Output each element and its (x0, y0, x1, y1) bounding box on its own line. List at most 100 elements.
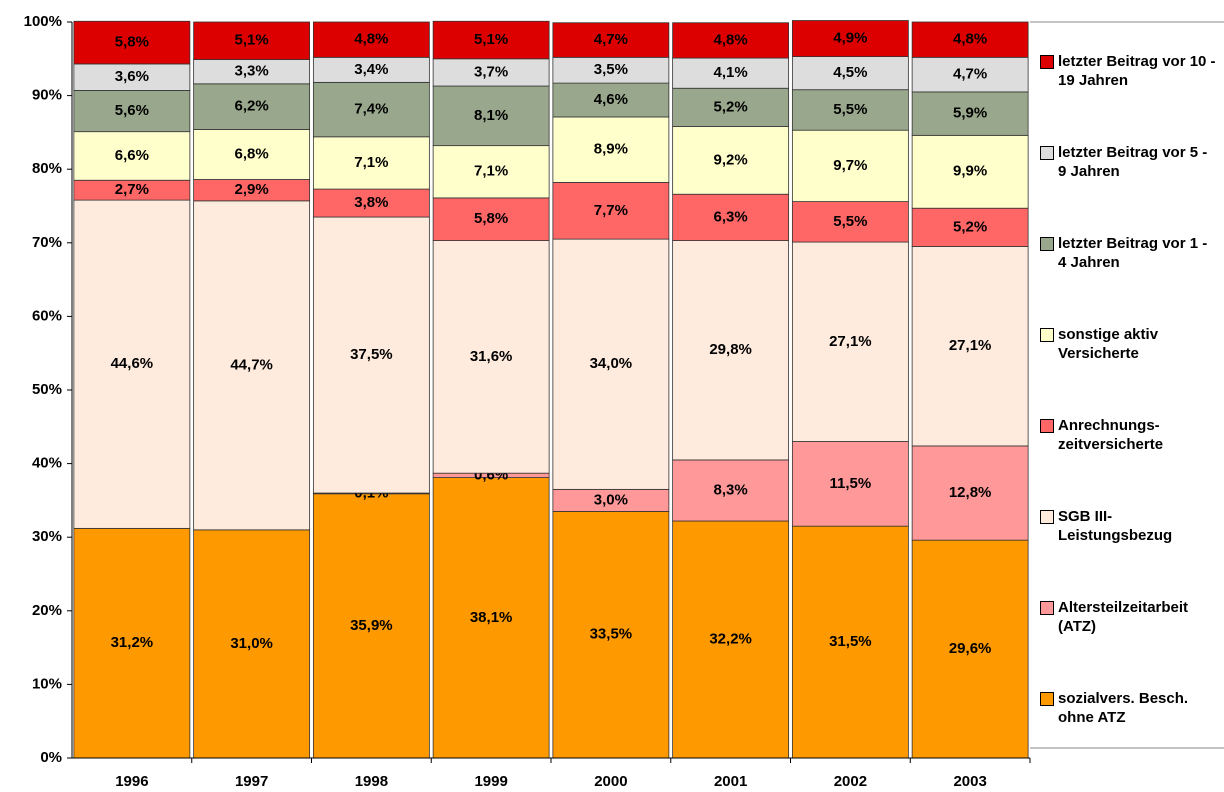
bar-segment (672, 87, 790, 127)
data-label: 4,7% (953, 66, 987, 83)
bar-segment (432, 85, 550, 147)
data-label: 4,9% (833, 30, 867, 47)
data-label: 38,1% (470, 609, 513, 626)
data-label: 2,9% (235, 181, 269, 198)
y-tick-label: 20% (32, 602, 62, 619)
data-label: 2,7% (115, 181, 149, 198)
legend-swatch (1040, 692, 1054, 706)
data-label: 5,9% (953, 105, 987, 122)
data-label: 31,0% (230, 635, 273, 652)
legend-label: Altersteilzeitarbeit (ATZ) (1058, 599, 1189, 635)
x-tick-label: 2001 (714, 773, 747, 790)
x-tick-label: 1999 (474, 773, 507, 790)
legend-swatch (1040, 55, 1054, 69)
legend-entry: SGB III-Leistungsbezug (1040, 507, 1224, 545)
data-label: 35,9% (350, 617, 393, 634)
data-label: 7,7% (594, 202, 628, 219)
bar-segment (73, 527, 191, 759)
data-label: 34,0% (590, 355, 633, 372)
legend-label: letzter Beitrag vor 5 - 9 Jahren (1058, 144, 1208, 180)
data-label: 6,6% (115, 147, 149, 164)
data-label: 6,3% (714, 208, 748, 225)
data-label: 3,5% (594, 61, 628, 78)
bar-segment (432, 145, 550, 199)
x-tick-label: 1997 (235, 773, 268, 790)
bar-segment (193, 200, 311, 531)
data-label: 11,5% (830, 475, 872, 492)
data-label: 7,1% (354, 154, 388, 171)
bar-segment (552, 82, 670, 118)
bar-segment (312, 136, 430, 190)
bar-segment (552, 511, 670, 759)
data-label: 5,2% (714, 98, 748, 115)
bar-segment (73, 20, 191, 65)
bar-segment (312, 56, 430, 83)
legend-entry: letzter Beitrag vor 10 - 19 Jahren (1040, 52, 1224, 90)
bar-segment (911, 207, 1029, 247)
data-label: 32,2% (709, 630, 752, 647)
bar-segment (312, 216, 430, 494)
bar-segment (791, 20, 909, 57)
bar-segment (312, 493, 430, 759)
bar-segment (432, 477, 550, 759)
y-tick-label: 30% (32, 528, 62, 545)
data-label: 5,8% (115, 34, 149, 51)
legend-label: sozialvers. Besch. ohne ATZ (1058, 690, 1189, 726)
data-label: 4,1% (714, 64, 748, 81)
y-tick-label: 10% (32, 675, 62, 692)
data-label: 9,9% (953, 163, 987, 180)
data-label: 4,8% (354, 31, 388, 48)
y-tick-label: 0% (40, 749, 62, 766)
data-label: 5,5% (833, 101, 867, 118)
data-label: 3,0% (594, 491, 628, 508)
legend-entry: Anrechnungs-zeitversicherte (1040, 416, 1224, 454)
data-label: 8,9% (594, 141, 628, 158)
data-label: 8,3% (714, 481, 748, 498)
bar-segment (193, 129, 311, 180)
data-label: 5,5% (833, 213, 867, 230)
data-label: 27,1% (829, 333, 872, 350)
data-label: 5,8% (474, 210, 508, 227)
bar-segment (193, 59, 311, 85)
data-label: 29,8% (709, 341, 752, 358)
bar-segment (73, 63, 191, 91)
legend-label: Anrechnungs-zeitversicherte (1058, 417, 1164, 453)
bar-segment (791, 241, 909, 442)
data-label: 9,7% (833, 157, 867, 174)
bar-segment (791, 129, 909, 202)
bar-segment (193, 21, 311, 60)
data-label: 37,5% (350, 346, 393, 363)
data-label: 5,1% (235, 32, 269, 49)
y-tick-label: 100% (24, 13, 62, 30)
bar-segment (73, 90, 191, 133)
bar-segment (911, 246, 1029, 447)
bar-segment (312, 21, 430, 58)
data-label: 44,6% (111, 355, 154, 372)
data-label: 31,6% (470, 348, 513, 365)
bar-segment (552, 182, 670, 240)
data-label: 3,4% (354, 61, 388, 78)
bar-segment (791, 201, 909, 243)
data-label: 7,4% (354, 101, 388, 118)
x-tick-label: 1996 (115, 773, 148, 790)
legend-label: letzter Beitrag vor 1 - 4 Jahren (1058, 235, 1208, 271)
bar-segment (193, 83, 311, 130)
data-label: 4,6% (594, 91, 628, 108)
legend-entry: Altersteilzeitarbeit (ATZ) (1040, 598, 1224, 636)
legend-swatch (1040, 419, 1054, 433)
legend-swatch (1040, 510, 1054, 524)
legend-label: letzter Beitrag vor 10 - 19 Jahren (1058, 53, 1216, 89)
legend-label: sonstige aktiv Versicherte (1058, 326, 1159, 362)
data-label: 5,1% (474, 31, 508, 48)
bar-segment (911, 21, 1029, 58)
data-label: 6,2% (235, 98, 269, 115)
legend-entry: sozialvers. Besch. ohne ATZ (1040, 689, 1224, 727)
bar-segment (911, 539, 1029, 759)
bar-segment (432, 20, 550, 60)
legend-swatch (1040, 601, 1054, 615)
bar-segment (672, 57, 790, 89)
legend-swatch (1040, 146, 1054, 160)
bar-segment (672, 240, 790, 461)
data-label: 31,2% (111, 634, 154, 651)
